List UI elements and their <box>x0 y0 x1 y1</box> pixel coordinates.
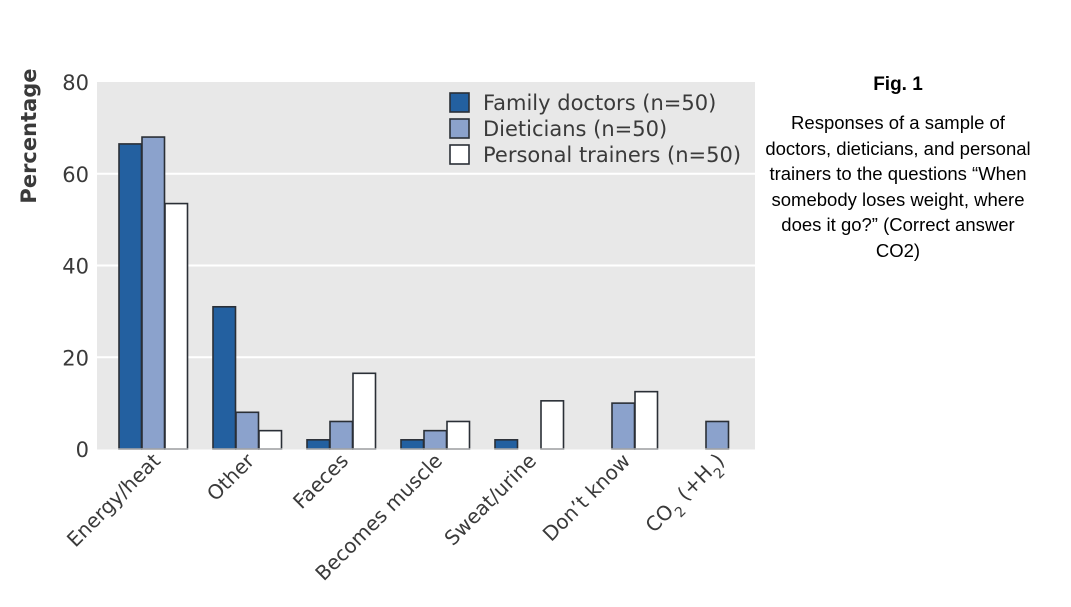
bar <box>258 429 283 450</box>
legend-label: Family doctors (n=50) <box>483 91 716 115</box>
y-tick-label: 0 <box>76 438 89 462</box>
legend-swatch <box>449 92 470 113</box>
category-label: Energy/heat <box>62 448 165 551</box>
bar <box>494 439 519 450</box>
category-label: Don’t know <box>538 449 635 546</box>
bar <box>118 143 143 450</box>
bar <box>235 411 260 450</box>
legend-swatch <box>449 118 470 139</box>
y-tick-labels: 0 20 40 60 80 <box>62 71 89 462</box>
y-axis-label: Percentage <box>17 68 41 203</box>
legend-label: Personal trainers (n=50) <box>483 143 741 167</box>
category-label: Other <box>202 448 260 506</box>
bar <box>141 136 166 450</box>
category-label: CO2 (+H2) <box>640 449 734 543</box>
figure-caption: Fig. 1 Responses of a sample of doctors,… <box>760 74 1036 263</box>
legend-label: Dieticians (n=50) <box>483 117 667 141</box>
category-label: Sweat/urine <box>439 449 541 551</box>
bar <box>306 439 331 450</box>
legend-swatch <box>449 144 470 165</box>
bar <box>164 202 189 450</box>
y-tick-label: 20 <box>62 346 89 370</box>
bar <box>634 390 659 450</box>
bars <box>97 136 755 450</box>
y-tick-label: 40 <box>62 255 89 279</box>
grid-lines <box>97 172 755 359</box>
bar <box>611 402 636 450</box>
y-tick-label: 60 <box>62 163 89 187</box>
figure-caption-text: Responses of a sample of doctors, dietic… <box>765 112 1031 261</box>
legend: Family doctors (n=50)Dieticians (n=50)Pe… <box>449 91 741 167</box>
bar <box>540 400 565 450</box>
y-tick-label: 80 <box>62 71 89 95</box>
bar <box>446 420 471 450</box>
category-label: Faeces <box>288 449 353 514</box>
bar <box>400 439 425 450</box>
bar <box>705 420 730 450</box>
bar <box>329 420 354 450</box>
bar <box>212 305 237 450</box>
figure-label: Fig. 1 <box>873 74 923 95</box>
bar <box>352 372 377 450</box>
bar <box>423 429 448 450</box>
